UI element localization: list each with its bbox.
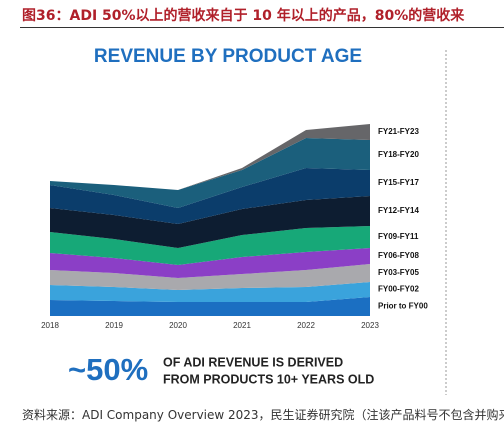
figure-title: 图36：ADI 50%以上的营收来自于 10 年以上的产品，80%的营收来 bbox=[22, 8, 465, 24]
area bbox=[50, 196, 370, 248]
legend-label: FY21-FY23 bbox=[378, 127, 419, 136]
area bbox=[50, 226, 370, 265]
legend-label: FY18-FY20 bbox=[378, 150, 419, 159]
callout-figure: ~50% bbox=[68, 352, 148, 387]
chart: REVENUE BY PRODUCT AGE ~50% OF ADI REVEN… bbox=[41, 46, 447, 395]
x-tick-label: 2018 bbox=[41, 321, 59, 330]
area bbox=[50, 168, 370, 224]
area bbox=[50, 264, 370, 290]
legend-label: Prior to FY00 bbox=[378, 302, 428, 311]
x-tick-label: 2022 bbox=[297, 321, 315, 330]
legend-label: FY00-FY02 bbox=[378, 285, 419, 294]
area bbox=[50, 282, 370, 302]
callout-line: FROM PRODUCTS 10+ YEARS OLD bbox=[163, 372, 374, 386]
area bbox=[50, 297, 370, 316]
legend-label: FY09-FY11 bbox=[378, 232, 419, 241]
callout-line: OF ADI REVENUE IS DERIVED bbox=[163, 355, 343, 369]
header-rule bbox=[20, 27, 504, 28]
source-note: 资料来源：ADI Company Overview 2023，民生证券研究院（注… bbox=[22, 408, 504, 422]
area bbox=[50, 248, 370, 278]
legend-label: FY12-FY14 bbox=[378, 206, 419, 215]
x-tick-label: 2019 bbox=[105, 321, 123, 330]
legend-label: FY15-FY17 bbox=[378, 178, 419, 187]
x-tick-label: 2021 bbox=[233, 321, 251, 330]
area bbox=[50, 138, 370, 208]
area bbox=[50, 124, 370, 190]
x-tick-label: 2020 bbox=[169, 321, 187, 330]
legend-label: FY03-FY05 bbox=[378, 268, 419, 277]
legend-label: FY06-FY08 bbox=[378, 251, 419, 260]
chart-title: REVENUE BY PRODUCT AGE bbox=[94, 46, 362, 67]
x-tick-label: 2023 bbox=[361, 321, 379, 330]
